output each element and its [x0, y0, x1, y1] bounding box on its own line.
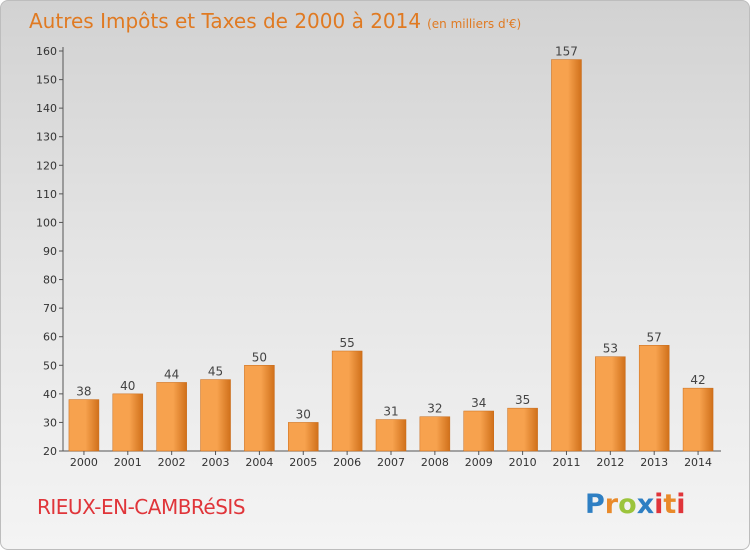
x-tick-label-2010: 2010 — [509, 456, 537, 469]
value-label-2003: 45 — [208, 365, 223, 379]
y-tick-label: 160 — [36, 45, 57, 58]
value-label-2011: 157 — [555, 45, 578, 59]
x-tick-label-2012: 2012 — [596, 456, 624, 469]
x-tick-label-2011: 2011 — [552, 456, 580, 469]
x-tick-label-2013: 2013 — [640, 456, 668, 469]
place-name: RIEUX-EN-CAMBRéSIS — [37, 495, 246, 519]
y-tick-label: 90 — [43, 245, 57, 258]
value-label-2005: 30 — [296, 407, 311, 421]
x-tick-label-2005: 2005 — [289, 456, 317, 469]
value-label-2012: 53 — [603, 342, 618, 356]
value-label-2009: 34 — [471, 396, 486, 410]
x-tick-label-2004: 2004 — [245, 456, 273, 469]
value-label-2008: 32 — [427, 402, 442, 416]
value-label-2014: 42 — [690, 373, 705, 387]
bar-2000 — [68, 399, 100, 452]
x-tick-label-2002: 2002 — [158, 456, 186, 469]
x-tick-label-2014: 2014 — [684, 456, 712, 469]
x-tick-label-2006: 2006 — [333, 456, 361, 469]
y-tick-label: 120 — [36, 159, 57, 172]
bar-2007 — [375, 419, 407, 452]
bar-2004 — [244, 365, 275, 452]
x-tick-label-2000: 2000 — [70, 456, 98, 469]
value-label-2001: 40 — [120, 379, 135, 393]
bar-2003 — [200, 379, 231, 452]
y-tick-label: 130 — [36, 131, 57, 144]
y-tick-label: 80 — [43, 274, 57, 287]
bar-2005 — [288, 422, 319, 452]
x-tick-label-2003: 2003 — [202, 456, 230, 469]
value-label-2013: 57 — [647, 330, 662, 344]
chart-title: Autres Impôts et Taxes de 2000 à 2014 (en… — [29, 9, 521, 33]
bar-2009 — [463, 410, 494, 452]
bar-2006 — [331, 350, 363, 452]
value-label-2010: 35 — [515, 393, 530, 407]
y-tick-label: 110 — [36, 188, 57, 201]
y-tick-label: 60 — [43, 331, 57, 344]
bar-2010 — [507, 407, 538, 452]
bar-2002 — [156, 382, 187, 452]
y-tick-label: 50 — [43, 359, 57, 372]
chart-title-text: Autres Impôts et Taxes de 2000 à 2014 — [29, 9, 422, 33]
x-tick-label-2001: 2001 — [114, 456, 142, 469]
x-tick-label-2009: 2009 — [465, 456, 493, 469]
x-tick-label-2008: 2008 — [421, 456, 449, 469]
bar-2001 — [112, 393, 144, 452]
value-label-2007: 31 — [383, 405, 398, 419]
y-tick-label: 40 — [43, 388, 57, 401]
x-tick-label-2007: 2007 — [377, 456, 405, 469]
bar-2012 — [595, 356, 626, 452]
y-tick-label: 20 — [43, 445, 57, 458]
bar-2013 — [638, 345, 670, 452]
value-label-2000: 38 — [76, 385, 91, 399]
value-label-2002: 44 — [164, 367, 179, 381]
bar-2008 — [419, 416, 451, 452]
y-tick-label: 30 — [43, 416, 57, 429]
bar-2011 — [551, 59, 582, 452]
value-label-2004: 50 — [252, 350, 267, 364]
y-tick-label: 150 — [36, 74, 57, 87]
y-tick-label: 140 — [36, 102, 57, 115]
bar-2014 — [682, 387, 714, 452]
chart-subtitle: (en milliers d'€) — [427, 17, 522, 31]
value-label-2006: 55 — [339, 336, 354, 350]
y-tick-label: 100 — [36, 216, 57, 229]
y-tick-label: 70 — [43, 302, 57, 315]
proxiti-logo: Proxiti — [585, 489, 686, 520]
